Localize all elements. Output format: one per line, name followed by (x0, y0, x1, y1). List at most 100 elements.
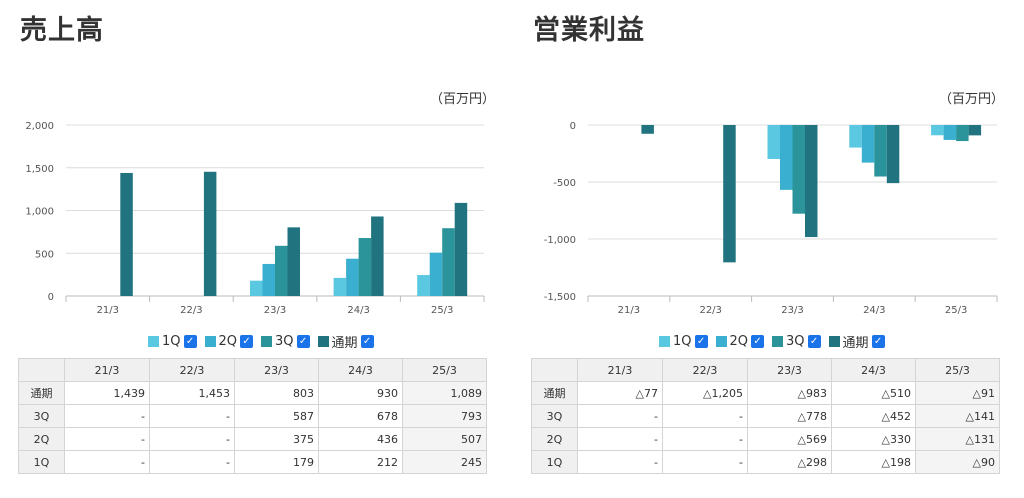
legend-checkbox[interactable]: ✓ (807, 335, 821, 348)
legend-checkbox[interactable]: ✓ (183, 335, 197, 348)
legend-swatch (715, 336, 727, 347)
bar (333, 277, 347, 296)
table-row: 2Q - - △569 △330 △131 (531, 427, 1000, 451)
table-header-row: 21/3 22/3 23/3 24/3 25/3 (531, 358, 1000, 382)
table-cell: - (64, 404, 150, 428)
bar (417, 275, 430, 296)
table-cell: - (149, 404, 235, 428)
bar (287, 227, 300, 296)
table-cell: △131 (915, 427, 1000, 451)
table-row: 通期 1,439 1,453 803 930 1,089 (18, 381, 487, 405)
op-income-panel: 営業利益 （百万円） 0 -500 -1,000 -1,500 21/3 22/3 23/3… (531, 0, 1021, 498)
table-corner (531, 358, 578, 382)
bar (442, 228, 455, 296)
bar (250, 280, 263, 296)
bar (956, 125, 969, 142)
legend-checkbox[interactable]: ✓ (296, 335, 310, 348)
table-cell: △452 (831, 404, 916, 428)
table-col-header: 24/3 (318, 358, 403, 382)
bar (262, 263, 275, 296)
legend-label: 1Q (673, 334, 692, 349)
table-cell: 436 (318, 427, 403, 451)
bar (346, 258, 359, 296)
bar (275, 245, 288, 296)
row-label: 3Q (531, 404, 578, 428)
table-cell: 1,439 (64, 381, 150, 405)
y-tick-label: 2,000 (25, 121, 54, 132)
legend-swatch (148, 336, 159, 347)
bar (886, 125, 900, 184)
x-tick-label: 25/3 (431, 305, 453, 316)
legend-checkbox[interactable]: ✓ (871, 335, 885, 348)
table-cell: 245 (402, 450, 487, 474)
legend-label: 通期 (331, 336, 358, 351)
legend-item[interactable]: 通期 ✓ (317, 332, 374, 351)
x-tick-label: 22/3 (180, 305, 202, 316)
y-tick-label: 0 (570, 121, 576, 132)
legend-checkbox[interactable]: ✓ (751, 335, 765, 348)
table-cell: - (149, 427, 235, 451)
table-col-header: 21/3 (577, 358, 663, 382)
legend-item[interactable]: 3Q ✓ (772, 334, 821, 349)
table-col-header: 24/3 (831, 358, 916, 382)
table-cell: △77 (577, 381, 663, 405)
table-cell: 1,089 (402, 381, 487, 405)
sales-table: 21/3 22/3 23/3 24/3 25/3 通期 1,439 1,453 … (18, 358, 487, 474)
bar (931, 125, 944, 136)
bar (861, 125, 875, 163)
x-tick-label: 24/3 (863, 305, 885, 316)
row-label: 1Q (18, 450, 65, 474)
x-tick-label: 21/3 (97, 305, 119, 316)
table-cell: - (149, 450, 235, 474)
x-tick-label: 23/3 (264, 305, 286, 316)
table-cell: △983 (747, 381, 832, 405)
bar (723, 125, 736, 263)
table-cell: 930 (318, 381, 403, 405)
table-cell: 507 (402, 427, 487, 451)
bar (203, 171, 217, 296)
bar (849, 125, 862, 148)
legend-item[interactable]: 2Q ✓ (715, 334, 765, 349)
table-cell: - (577, 450, 663, 474)
legend-label: 3Q (786, 334, 805, 349)
bar (874, 125, 887, 177)
legend-item[interactable]: 3Q ✓ (261, 334, 310, 349)
legend-item[interactable]: 1Q ✓ (148, 334, 197, 349)
table-cell: △778 (747, 404, 832, 428)
table-col-header: 21/3 (64, 358, 150, 382)
table-cell: △141 (915, 404, 1000, 428)
bar (429, 252, 443, 296)
legend-item[interactable]: 2Q ✓ (204, 334, 254, 349)
table-cell: △90 (915, 450, 1000, 474)
legend-swatch (659, 336, 670, 347)
legend-checkbox[interactable]: ✓ (360, 335, 374, 348)
y-tick-label: 1,000 (25, 207, 54, 218)
bar (805, 125, 818, 238)
op-income-table: 21/3 22/3 23/3 24/3 25/3 通期 △77 △1,205 △… (531, 358, 1000, 474)
x-tick-label: 23/3 (781, 305, 803, 316)
legend-checkbox[interactable]: ✓ (240, 335, 254, 348)
sales-panel: 売上高 （百万円） 0 500 1,000 1,500 2,000 21/3 22/3 23/… (18, 0, 508, 498)
table-cell: 587 (234, 404, 319, 428)
bar (943, 125, 957, 140)
legend-item[interactable]: 通期 ✓ (828, 332, 885, 351)
table-cell: - (662, 450, 748, 474)
table-row: 1Q - - △298 △198 △90 (531, 450, 1000, 474)
table-cell: 793 (402, 404, 487, 428)
table-cell: 803 (234, 381, 319, 405)
legend-checkbox[interactable]: ✓ (694, 335, 708, 348)
table-cell: △91 (915, 381, 1000, 405)
legend-item[interactable]: 1Q ✓ (659, 334, 708, 349)
legend-swatch (261, 336, 273, 347)
sales-chart: 0 500 1,000 1,500 2,000 21/3 22/3 23/3 24/3 25/3 (25, 121, 485, 316)
bar (371, 216, 384, 296)
legend-label: 2Q (218, 334, 238, 349)
y-tick-label: 0 (48, 292, 54, 303)
table-col-header: 25/3 (915, 358, 1000, 382)
row-label: 1Q (531, 450, 578, 474)
table-cell: 678 (318, 404, 403, 428)
y-tick-label: -500 (553, 178, 576, 189)
table-cell: - (64, 450, 150, 474)
bar (358, 238, 372, 296)
sales-title: 売上高 (20, 15, 104, 46)
